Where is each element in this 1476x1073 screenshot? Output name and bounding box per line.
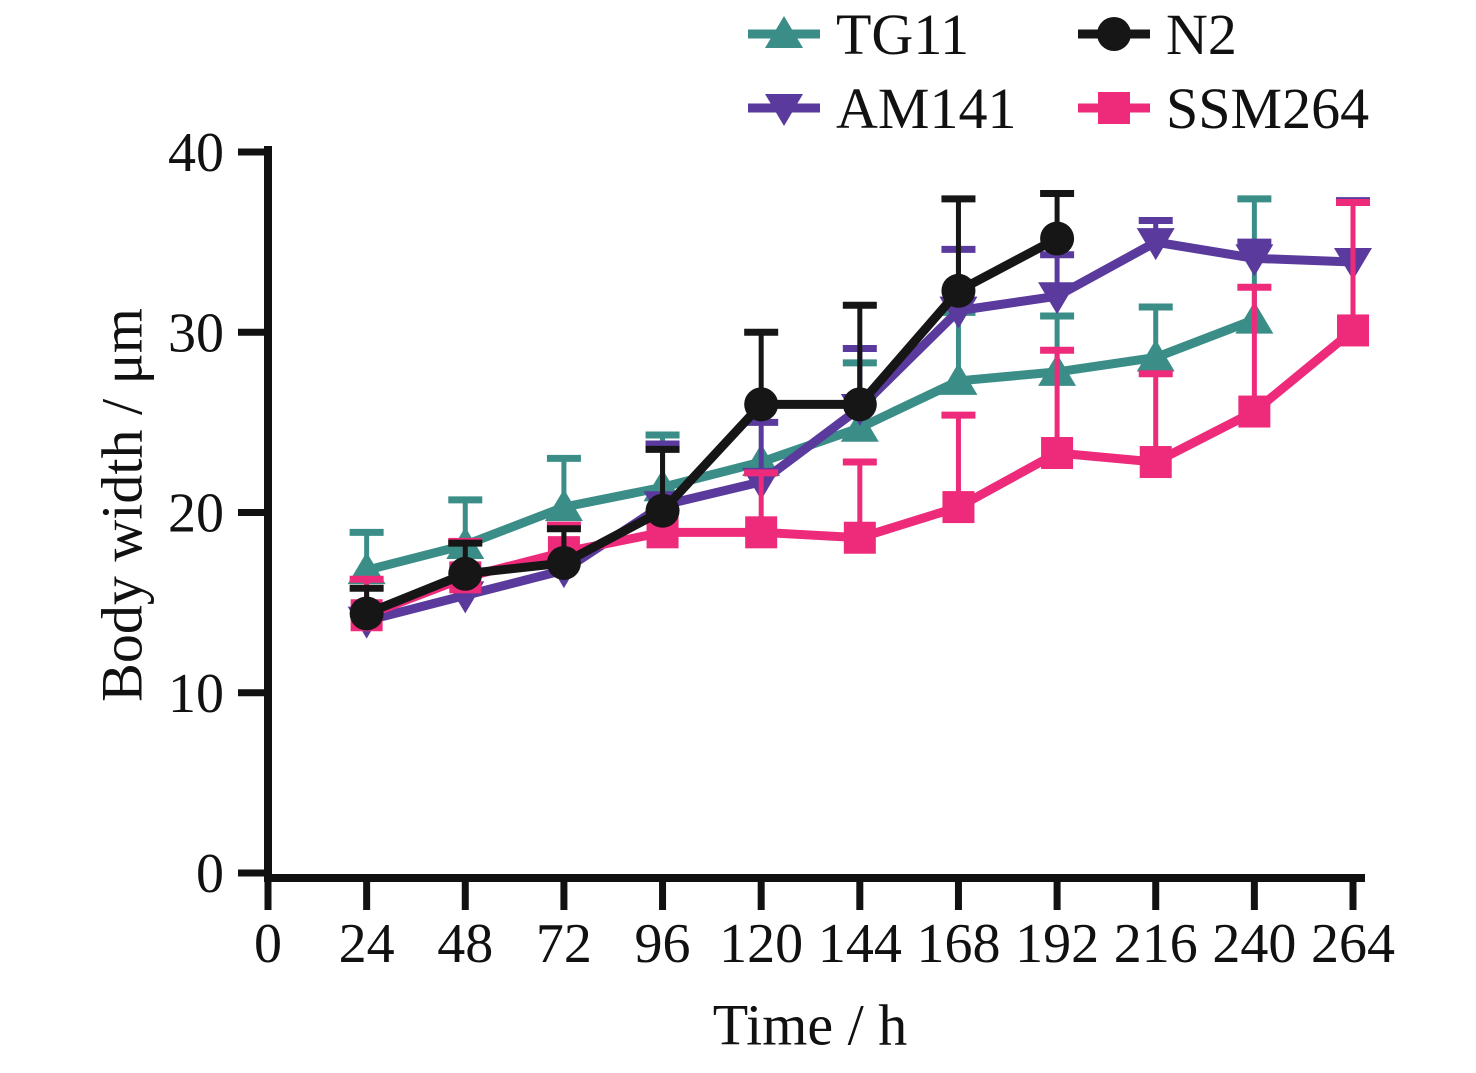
x-tick-label: 144 xyxy=(818,913,902,975)
marker-SSM264 xyxy=(1139,446,1172,479)
legend-item-am141: AM141 xyxy=(748,76,1016,141)
legend-marker-tg11-icon xyxy=(748,16,820,48)
marker-TG11 xyxy=(544,489,583,522)
legend-label-tg11: TG11 xyxy=(836,1,970,67)
series-SSM264 xyxy=(349,198,1370,632)
x-tick-label: 264 xyxy=(1311,913,1395,975)
x-tick-label: 192 xyxy=(1015,913,1099,975)
y-tick-label: 10 xyxy=(168,663,224,725)
y-tick-label: 30 xyxy=(168,302,224,364)
legend-item-n2: N2 xyxy=(1078,2,1237,67)
marker-SSM264 xyxy=(1041,437,1074,470)
x-tick-label: 72 xyxy=(536,913,592,975)
y-tick-label: 20 xyxy=(168,483,224,545)
marker-SSM264 xyxy=(942,491,975,524)
legend-item-tg11: TG11 xyxy=(748,2,969,67)
marker-SSM264 xyxy=(1238,395,1271,428)
marker-N2 xyxy=(842,387,877,422)
marker-N2 xyxy=(744,387,779,422)
x-tick-label: 240 xyxy=(1212,913,1296,975)
x-tick-label: 216 xyxy=(1114,913,1198,975)
legend-marker-shape xyxy=(1098,92,1130,124)
x-tick-label: 168 xyxy=(916,913,1000,975)
marker-N2 xyxy=(349,596,384,631)
legend-label-am141: AM141 xyxy=(836,75,1017,141)
x-tick-label: 48 xyxy=(437,913,493,975)
y-tick-label: 0 xyxy=(196,843,224,905)
marker-N2 xyxy=(448,556,483,591)
x-tick-label: 0 xyxy=(254,913,282,975)
legend-marker-ssm264-icon xyxy=(1078,92,1150,124)
marker-TG11 xyxy=(939,362,978,395)
legend-marker-shape xyxy=(765,94,803,126)
y-tick-label: 40 xyxy=(168,122,224,184)
x-tick-label: 24 xyxy=(339,913,395,975)
marker-SSM264 xyxy=(843,521,876,554)
x-tick-label: 120 xyxy=(719,913,803,975)
legend-marker-n2-icon xyxy=(1078,17,1150,51)
x-axis-title: Time / h xyxy=(712,992,908,1058)
legend-marker-am141-icon xyxy=(748,94,820,126)
marker-N2 xyxy=(546,545,581,580)
legend-item-ssm264: SSM264 xyxy=(1078,76,1369,141)
legend-marker-shape xyxy=(765,16,803,48)
x-tick-label: 96 xyxy=(635,913,691,975)
series-N2 xyxy=(349,189,1075,631)
marker-N2 xyxy=(645,493,680,528)
legend-marker-shape xyxy=(1097,17,1131,51)
marker-AM141 xyxy=(1136,228,1175,261)
marker-TG11 xyxy=(1136,339,1175,372)
legend-label-n2: N2 xyxy=(1166,1,1237,67)
marker-N2 xyxy=(1040,221,1075,256)
marker-AM141 xyxy=(1235,244,1274,277)
marker-SSM264 xyxy=(745,516,778,549)
legend-label-ssm264: SSM264 xyxy=(1166,75,1370,141)
marker-SSM264 xyxy=(1337,314,1369,347)
y-axis-title: Body width / μm xyxy=(89,308,155,702)
marker-N2 xyxy=(941,273,976,308)
marker-AM141 xyxy=(1038,282,1077,315)
